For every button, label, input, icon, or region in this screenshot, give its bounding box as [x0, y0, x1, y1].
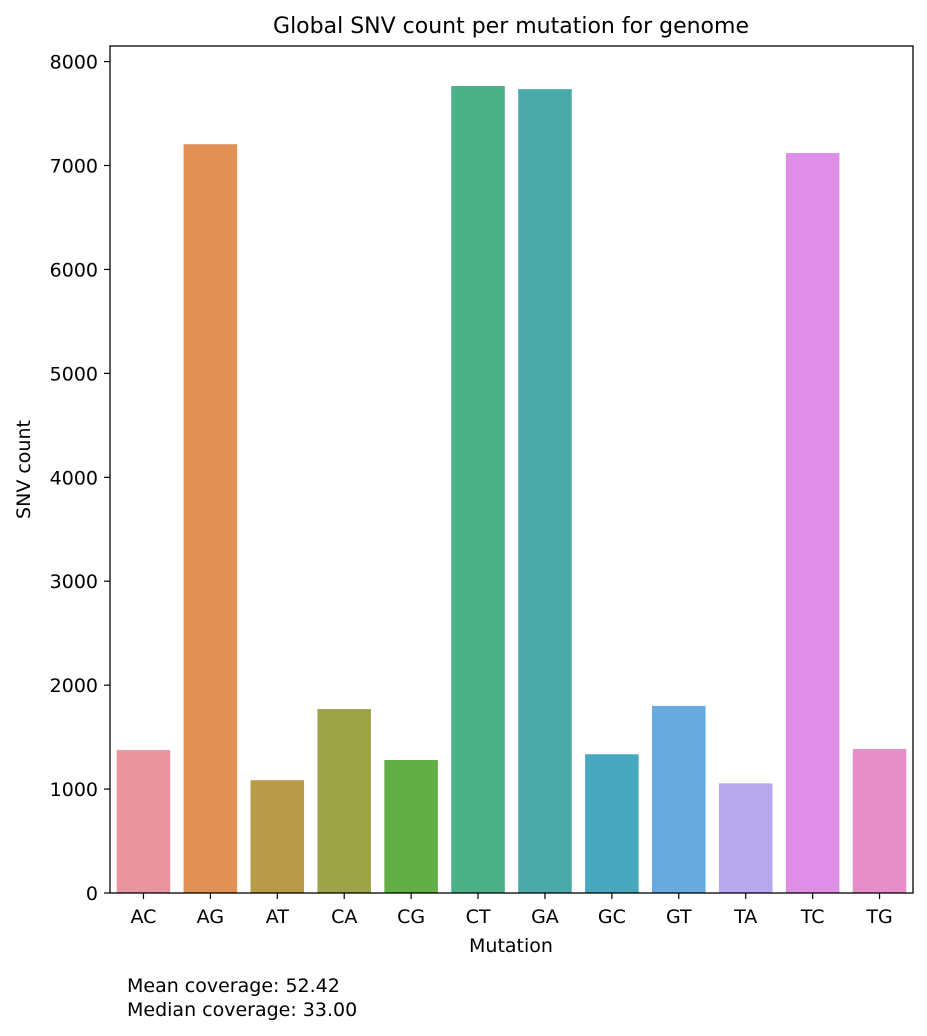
bar-at [250, 780, 305, 893]
bar-gc [585, 754, 639, 893]
mean-coverage-note: Mean coverage: 52.42 [127, 975, 340, 997]
x-tick-label: GA [531, 906, 559, 928]
bar-tg [852, 749, 907, 893]
x-axis: AC AG AT CA CG CT GA GC GT TA TC TG [130, 893, 893, 928]
plot-frame [109, 45, 914, 894]
bar-ac [116, 750, 171, 893]
y-axis-label: SNV count [13, 420, 35, 519]
y-tick-label: 5000 [50, 363, 98, 385]
bar-ta [718, 783, 773, 893]
bar-ct [451, 86, 505, 893]
x-tick-label: AC [130, 906, 156, 928]
bar-gt [652, 705, 706, 893]
y-tick-label: 4000 [50, 467, 98, 489]
y-axis: 0 1000 2000 3000 4000 5000 6000 7000 8000 [50, 52, 110, 905]
y-tick-label: 6000 [50, 259, 98, 281]
x-tick-label: TA [733, 906, 757, 928]
y-tick-label: 0 [86, 883, 98, 905]
x-tick-label: CA [331, 906, 357, 928]
y-tick-label: 2000 [50, 675, 98, 697]
y-tick-label: 3000 [50, 571, 98, 593]
chart-title: Global SNV count per mutation for genome [273, 14, 749, 39]
bar-cg [384, 759, 438, 893]
x-tick-label: AT [266, 906, 290, 928]
bars-group [116, 86, 907, 894]
x-tick-label: CT [466, 906, 491, 928]
x-axis-label: Mutation [469, 935, 553, 957]
bar-ag [183, 144, 238, 893]
x-tick-label: TC [800, 906, 825, 928]
median-coverage-note: Median coverage: 33.00 [127, 999, 358, 1021]
x-tick-label: GT [666, 906, 692, 928]
y-tick-label: 7000 [50, 156, 98, 178]
x-tick-label: AG [197, 906, 224, 928]
x-tick-label: CG [397, 906, 425, 928]
x-tick-label: GC [598, 906, 626, 928]
x-tick-label: TG [865, 906, 892, 928]
bar-tc [785, 153, 840, 894]
y-tick-label: 8000 [50, 52, 98, 74]
bar-ga [518, 89, 572, 893]
bar-ca [317, 709, 371, 893]
y-tick-label: 1000 [50, 779, 98, 801]
